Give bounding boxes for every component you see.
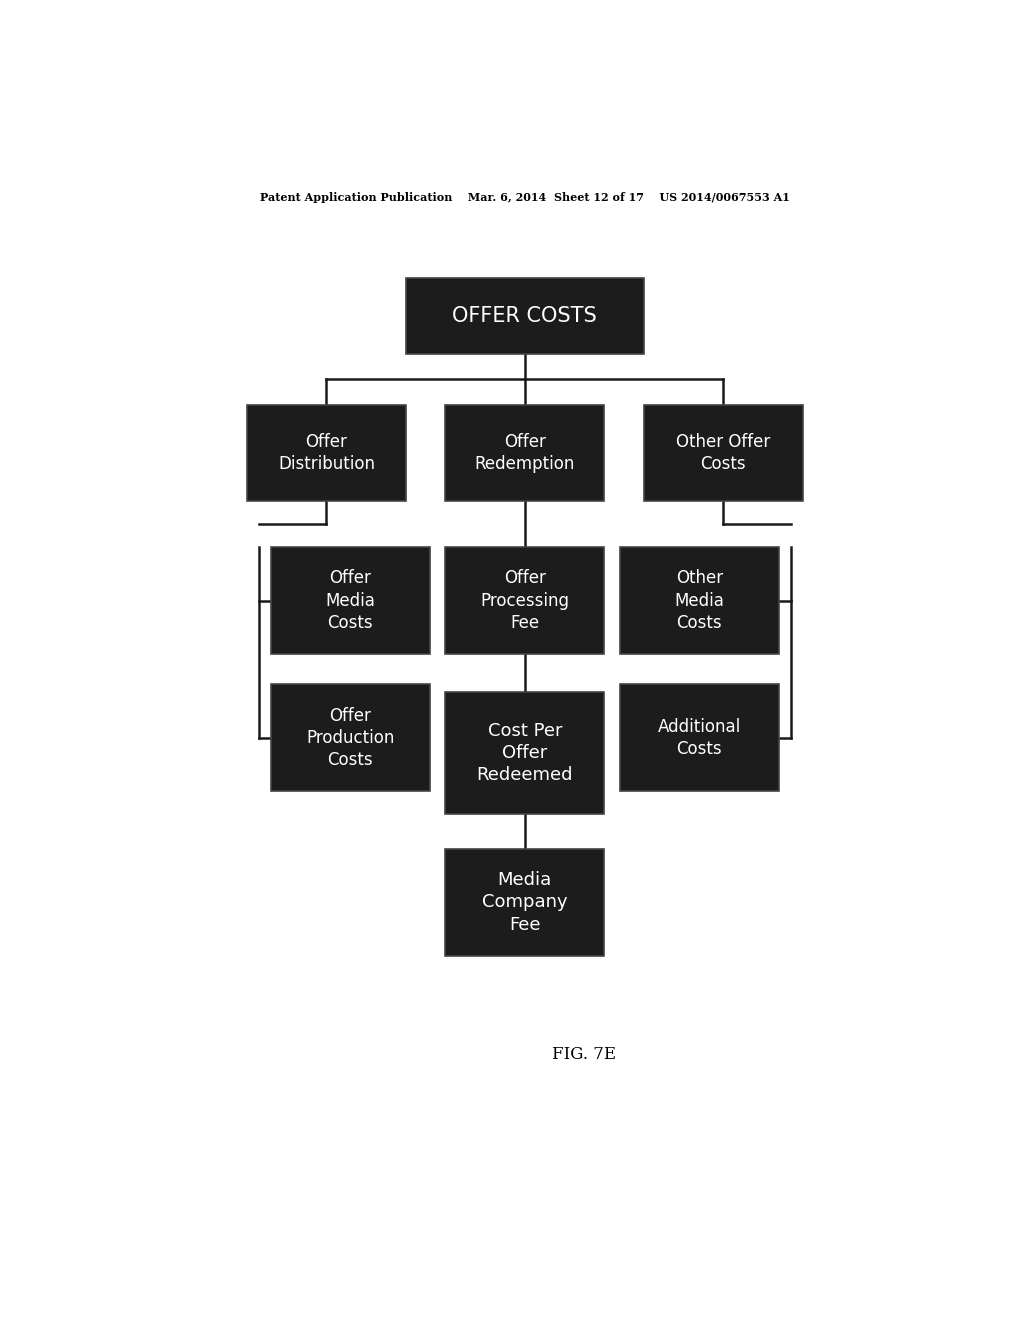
FancyBboxPatch shape (445, 405, 604, 502)
Text: Media
Company
Fee: Media Company Fee (482, 871, 567, 933)
Text: Offer
Redemption: Offer Redemption (474, 433, 575, 474)
FancyBboxPatch shape (406, 277, 644, 354)
Text: Offer
Distribution: Offer Distribution (278, 433, 375, 474)
FancyBboxPatch shape (247, 405, 406, 502)
Text: Additional
Costs: Additional Costs (657, 718, 741, 758)
Text: OFFER COSTS: OFFER COSTS (453, 306, 597, 326)
FancyBboxPatch shape (445, 849, 604, 956)
FancyBboxPatch shape (620, 684, 779, 791)
Text: Offer
Production
Costs: Offer Production Costs (306, 706, 394, 770)
Text: Cost Per
Offer
Redeemed: Cost Per Offer Redeemed (476, 722, 573, 784)
FancyBboxPatch shape (644, 405, 803, 502)
FancyBboxPatch shape (445, 548, 604, 653)
Text: Offer
Processing
Fee: Offer Processing Fee (480, 569, 569, 632)
Text: Offer
Media
Costs: Offer Media Costs (326, 569, 375, 632)
Text: Other Offer
Costs: Other Offer Costs (676, 433, 770, 474)
FancyBboxPatch shape (620, 548, 779, 653)
Text: Patent Application Publication    Mar. 6, 2014  Sheet 12 of 17    US 2014/006755: Patent Application Publication Mar. 6, 2… (260, 191, 790, 202)
FancyBboxPatch shape (445, 692, 604, 814)
FancyBboxPatch shape (270, 684, 430, 791)
Text: FIG. 7E: FIG. 7E (552, 1047, 616, 1064)
Text: Other
Media
Costs: Other Media Costs (675, 569, 724, 632)
FancyBboxPatch shape (270, 548, 430, 653)
